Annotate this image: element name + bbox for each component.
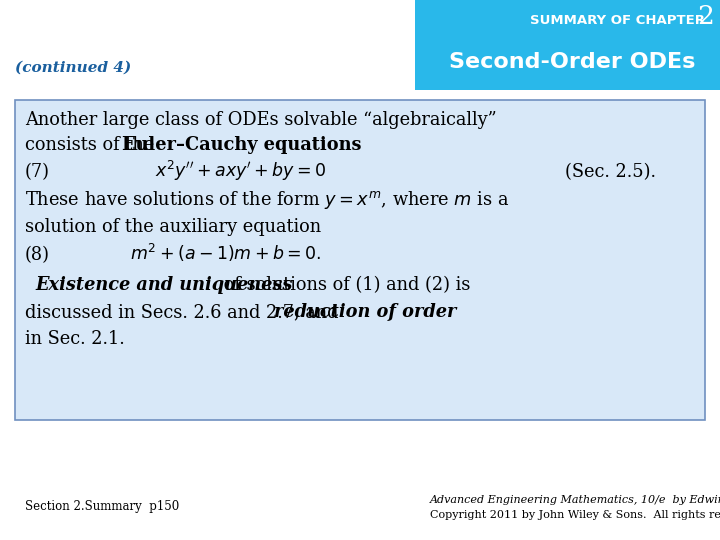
Text: Copyright 2011 by John Wiley & Sons.  All rights reserved.: Copyright 2011 by John Wiley & Sons. All… — [430, 510, 720, 520]
Text: (continued 4): (continued 4) — [15, 61, 131, 75]
Text: $m^2 + (a-1)m + b = 0.$: $m^2 + (a-1)m + b = 0.$ — [130, 242, 321, 264]
Text: Another large class of ODEs solvable “algebraically”: Another large class of ODEs solvable “al… — [25, 111, 497, 129]
Text: consists of the: consists of the — [25, 136, 160, 154]
Text: Advanced Engineering Mathematics, 10/e  by Edwin Kreyszig: Advanced Engineering Mathematics, 10/e b… — [430, 495, 720, 505]
Text: Euler–Cauchy equations: Euler–Cauchy equations — [122, 136, 361, 154]
Text: Existence and uniqueness: Existence and uniqueness — [35, 276, 292, 294]
Text: Second-Order ODEs: Second-Order ODEs — [449, 52, 696, 72]
Text: reduction of order: reduction of order — [274, 303, 456, 321]
Text: $x^2y^{\prime\prime} + axy^{\prime} + by = 0$: $x^2y^{\prime\prime} + axy^{\prime} + by… — [155, 159, 326, 183]
Text: (Sec. 2.5).: (Sec. 2.5). — [565, 163, 656, 181]
Text: Section 2.Summary  p150: Section 2.Summary p150 — [25, 500, 179, 513]
Text: in Sec. 2.1.: in Sec. 2.1. — [25, 330, 125, 348]
FancyBboxPatch shape — [15, 100, 705, 420]
Text: solution of the auxiliary equation: solution of the auxiliary equation — [25, 218, 321, 236]
Text: (7): (7) — [25, 163, 50, 181]
Text: 2: 2 — [697, 4, 714, 30]
FancyBboxPatch shape — [415, 0, 720, 90]
Text: of solutions of (1) and (2) is: of solutions of (1) and (2) is — [218, 276, 470, 294]
Text: These have solutions of the form $y = x^m$, where $m$ is a: These have solutions of the form $y = x^… — [25, 189, 509, 211]
Text: (8): (8) — [25, 246, 50, 264]
Text: discussed in Secs. 2.6 and 2.7, and: discussed in Secs. 2.6 and 2.7, and — [25, 303, 344, 321]
Text: SUMMARY OF CHAPTER: SUMMARY OF CHAPTER — [531, 14, 710, 26]
